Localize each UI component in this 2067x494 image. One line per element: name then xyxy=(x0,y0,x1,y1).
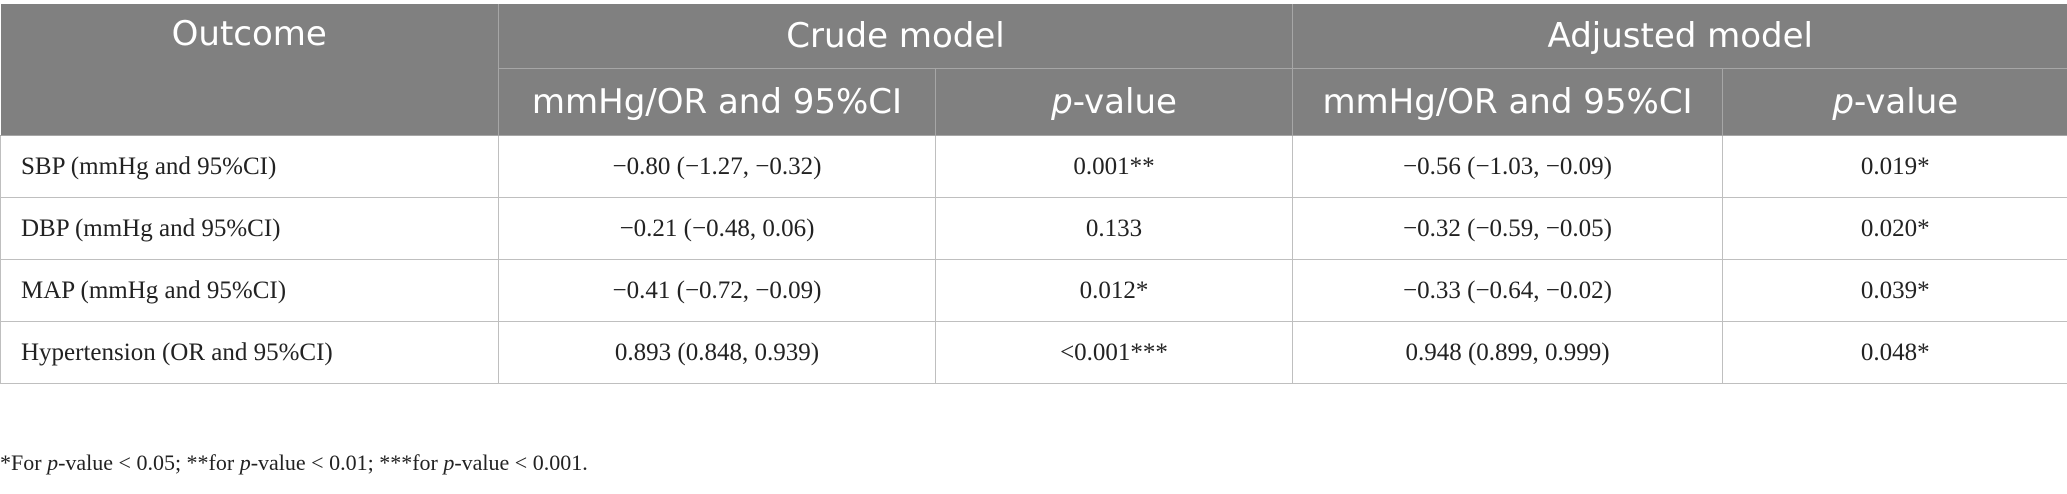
table-footnote: *For p-value < 0.05; **for p-value < 0.0… xyxy=(0,450,588,476)
footnote-part: -value < 0.001. xyxy=(454,450,588,475)
table-row: DBP (mmHg and 95%CI) −0.21 (−0.48, 0.06)… xyxy=(0,197,2067,260)
p-suffix: -value xyxy=(1853,82,1959,122)
cell-adjusted-estimate: −0.33 (−0.64, −0.02) xyxy=(1292,259,1724,322)
cell-crude-p: <0.001*** xyxy=(935,321,1294,384)
header-crude-p-value: p-value xyxy=(935,68,1294,136)
cell-crude-p: 0.012* xyxy=(935,259,1294,322)
table-header: Outcome Crude model Adjusted model mmHg/… xyxy=(0,4,2067,136)
p-italic: p xyxy=(443,450,455,475)
cell-adjusted-estimate: −0.56 (−1.03, −0.09) xyxy=(1292,135,1724,198)
header-adjusted-model: Adjusted model xyxy=(1292,4,2067,69)
cell-outcome: MAP (mmHg and 95%CI) xyxy=(0,259,499,322)
p-italic: p xyxy=(47,450,59,475)
cell-crude-estimate: 0.893 (0.848, 0.939) xyxy=(498,321,936,384)
cell-adjusted-p: 0.019* xyxy=(1722,135,2067,198)
cell-crude-p: 0.001** xyxy=(935,135,1294,198)
header-outcome: Outcome xyxy=(0,4,499,136)
cell-crude-estimate: −0.21 (−0.48, 0.06) xyxy=(498,197,936,260)
cell-crude-p: 0.133 xyxy=(935,197,1294,260)
header-crude-estimate: mmHg/OR and 95%CI xyxy=(498,68,936,136)
p-italic: p xyxy=(1051,82,1073,122)
footnote-part: -value < 0.01; ***for xyxy=(250,450,444,475)
header-adjusted-p-value: p-value xyxy=(1722,68,2067,136)
cell-adjusted-p: 0.039* xyxy=(1722,259,2067,322)
p-suffix: -value xyxy=(1072,82,1177,122)
cell-adjusted-p: 0.020* xyxy=(1722,197,2067,260)
cell-adjusted-p: 0.048* xyxy=(1722,321,2067,384)
results-table: Outcome Crude model Adjusted model mmHg/… xyxy=(0,4,2067,384)
header-crude-model: Crude model xyxy=(498,4,1294,69)
header-adjusted-estimate: mmHg/OR and 95%CI xyxy=(1292,68,1724,136)
table-body: SBP (mmHg and 95%CI) −0.80 (−1.27, −0.32… xyxy=(0,135,2067,384)
p-italic: p xyxy=(1832,82,1854,122)
cell-outcome: SBP (mmHg and 95%CI) xyxy=(0,135,499,198)
results-table-container: Outcome Crude model Adjusted model mmHg/… xyxy=(0,4,2067,384)
footnote-part: -value < 0.05; **for xyxy=(58,450,240,475)
cell-crude-estimate: −0.80 (−1.27, −0.32) xyxy=(498,135,936,198)
cell-adjusted-estimate: −0.32 (−0.59, −0.05) xyxy=(1292,197,1724,260)
footnote-part: *For xyxy=(0,450,48,475)
table-row: Hypertension (OR and 95%CI) 0.893 (0.848… xyxy=(0,321,2067,384)
table-row: SBP (mmHg and 95%CI) −0.80 (−1.27, −0.32… xyxy=(0,135,2067,198)
cell-outcome: Hypertension (OR and 95%CI) xyxy=(0,321,499,384)
cell-adjusted-estimate: 0.948 (0.899, 0.999) xyxy=(1292,321,1724,384)
p-italic: p xyxy=(239,450,251,475)
table-row: MAP (mmHg and 95%CI) −0.41 (−0.72, −0.09… xyxy=(0,259,2067,322)
cell-outcome: DBP (mmHg and 95%CI) xyxy=(0,197,499,260)
cell-crude-estimate: −0.41 (−0.72, −0.09) xyxy=(498,259,936,322)
